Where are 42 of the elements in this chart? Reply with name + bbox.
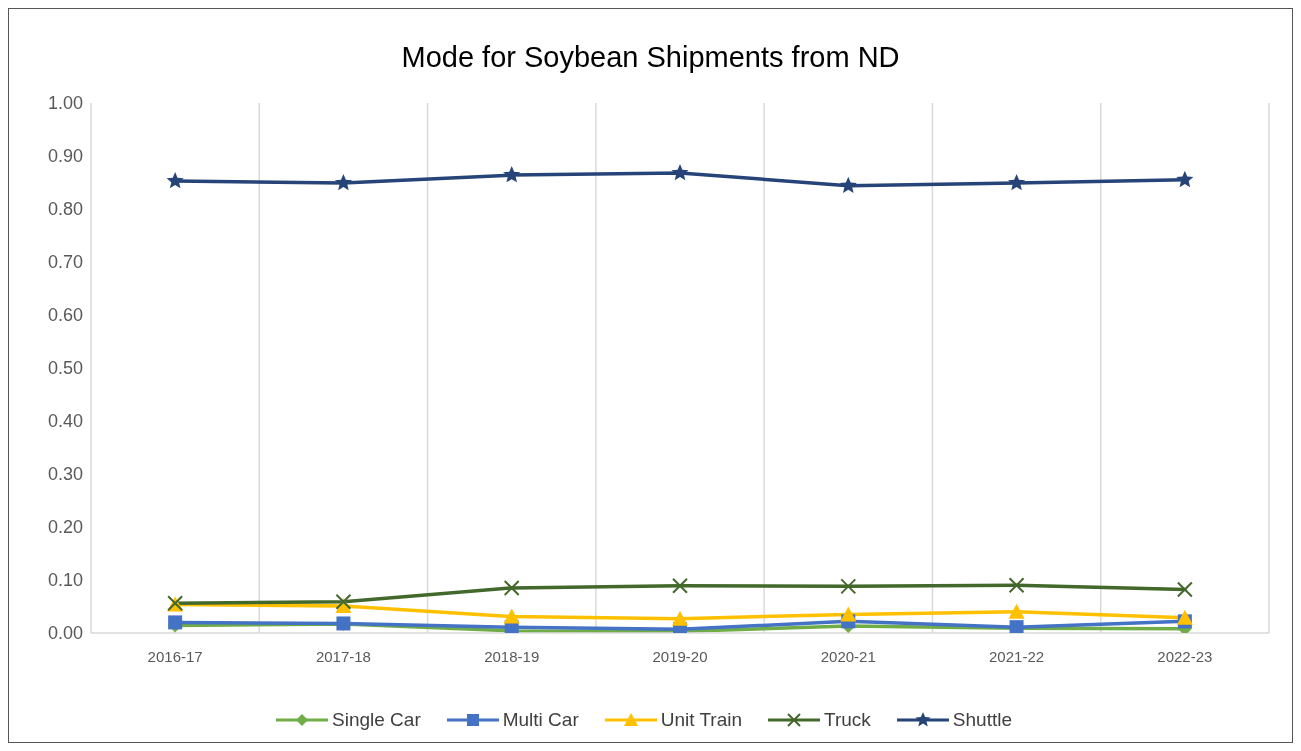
point: [840, 606, 857, 622]
y-tick-label: 0.20: [47, 517, 83, 538]
point: [671, 163, 689, 181]
point: [166, 171, 184, 189]
y-tick-label: 0.40: [47, 411, 83, 432]
y-tick-label: 0.80: [47, 199, 83, 220]
point: [334, 174, 352, 191]
point: [1008, 603, 1025, 619]
y-tick-label: 0.60: [47, 305, 83, 326]
y-tick-label: 0.10: [47, 570, 83, 591]
legend-label: Multi Car: [502, 709, 579, 731]
x-tick-label: 2017-18: [315, 647, 371, 665]
point: [672, 610, 688, 626]
legend-label: Shuttle: [952, 709, 1012, 731]
point: [503, 579, 520, 596]
point: [1176, 170, 1194, 188]
x-tick-label: 2022-23: [1157, 647, 1213, 665]
point: [840, 578, 857, 595]
point: [335, 593, 352, 610]
y-tick-label: 0.70: [47, 252, 83, 273]
y-tick-label: 0.50: [47, 358, 83, 379]
point: [1176, 609, 1193, 625]
point: [1008, 174, 1026, 191]
y-tick-label: 0.90: [47, 146, 83, 167]
legend-label: Truck: [824, 709, 871, 731]
x-tick-label: 2016-17: [147, 647, 203, 665]
y-tick-label: 0.00: [47, 623, 83, 644]
point: [503, 608, 520, 624]
y-tick-label: 0.30: [47, 464, 83, 485]
point: [672, 577, 688, 594]
point: [839, 176, 857, 193]
point: [1008, 577, 1025, 594]
point: [1176, 581, 1193, 598]
legend-label: Single Car: [332, 709, 421, 731]
point: [503, 166, 521, 183]
chart-title: Mode for Soybean Shipments from ND: [400, 40, 901, 75]
x-tick-label: 2021-22: [989, 647, 1045, 665]
x-tick-label: 2020-21: [820, 647, 876, 665]
legend-label: Unit Train: [660, 709, 743, 731]
x-tick-label: 2018-19: [484, 647, 540, 665]
x-tick-label: 2019-20: [652, 647, 708, 665]
y-tick-label: 1.00: [47, 93, 83, 114]
